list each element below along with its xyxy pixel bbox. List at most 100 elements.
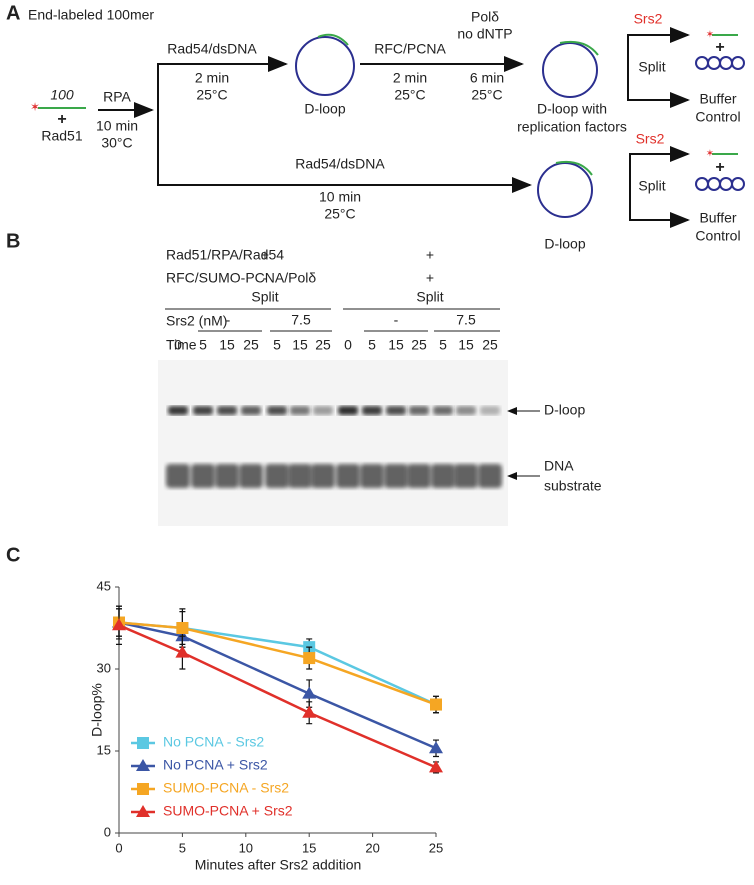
gel-band [362, 406, 382, 415]
gel-band [431, 464, 455, 488]
gel-band [168, 406, 188, 415]
y-tick-label: 15 [97, 742, 111, 757]
plasmid [542, 42, 598, 98]
legend-marker [137, 737, 149, 749]
gel-band [193, 406, 213, 415]
lane-time: 5 [273, 337, 281, 353]
gel-band [433, 406, 453, 415]
lane-time: 15 [458, 337, 474, 353]
x-tick-label: 5 [179, 840, 186, 855]
plus: + [715, 159, 724, 176]
time: 2 min [195, 70, 229, 86]
product: D-loop [304, 101, 345, 117]
step: RFC/PCNA [374, 41, 446, 57]
condition: + [261, 247, 269, 263]
rad51-filament [695, 56, 745, 70]
panel-label: B [6, 230, 20, 252]
lane-time: 25 [411, 337, 427, 353]
gel-band [336, 464, 360, 488]
legend-marker [137, 783, 149, 795]
product: D-loop [544, 236, 585, 252]
legend-label: SUMO-PCNA + Srs2 [163, 803, 293, 819]
temp: 25°C [196, 87, 227, 103]
legend-marker [136, 805, 150, 817]
marker [175, 645, 190, 658]
time: 10 min [319, 189, 361, 205]
label-star: ✶ [706, 30, 714, 41]
gel-band [409, 406, 429, 415]
condition: - [263, 270, 268, 286]
lane-time: 5 [368, 337, 376, 353]
marker [302, 705, 317, 718]
x-tick-label: 0 [115, 840, 122, 855]
rad51-filament [695, 177, 745, 191]
gel-band [191, 464, 215, 488]
panel-label: C [6, 544, 20, 566]
control: Buffer [699, 91, 736, 107]
product: replication factors [517, 119, 627, 135]
split: Split [638, 59, 665, 75]
lane-time: 5 [199, 337, 207, 353]
condition: - [226, 312, 231, 328]
step: Rad54/dsDNA [167, 41, 257, 57]
split: Split [638, 178, 665, 194]
lane-time: 15 [388, 337, 404, 353]
condition: + [426, 247, 434, 263]
series-line [118, 621, 437, 706]
product: D-loop with [537, 101, 607, 117]
gel-band [166, 464, 190, 488]
label-star: ✶ [706, 149, 714, 160]
length: 100 [50, 87, 74, 103]
treatment: Srs2 [634, 11, 663, 27]
legend-label: No PCNA + Srs2 [163, 757, 268, 773]
row-label: RFC/SUMO-PCNA/Polδ [166, 270, 316, 286]
condition: - [394, 312, 399, 328]
gel-band [313, 406, 333, 415]
gel-band [407, 464, 431, 488]
strand [555, 160, 593, 176]
strand [317, 33, 349, 46]
step: no dNTP [457, 26, 512, 42]
gel-band [338, 406, 358, 415]
gel-band [454, 464, 478, 488]
control: Control [695, 228, 740, 244]
plus: + [715, 39, 724, 56]
step: RPA [103, 89, 131, 105]
marker [176, 622, 189, 634]
y-axis-label: D-loop% [89, 683, 105, 737]
lane-time: 25 [315, 337, 331, 353]
gel [158, 360, 508, 526]
band-label: D-loop [544, 402, 585, 418]
gel-band [288, 464, 312, 488]
x-tick-label: 25 [429, 840, 443, 855]
gel-band [241, 406, 261, 415]
panel-a: A End-labeled 100mer ✶ 100 + Rad51 RPA 1… [6, 2, 745, 252]
legend-marker [136, 759, 150, 771]
plasmid [295, 36, 355, 96]
lane-time: 25 [243, 337, 259, 353]
gel-band [386, 406, 406, 415]
condition: 7.5 [456, 312, 476, 328]
plasmid [537, 162, 593, 218]
y-tick-label: 30 [97, 660, 111, 675]
gel-band [239, 464, 263, 488]
panel-label: A [6, 2, 20, 24]
row-label: Srs2 (nM) [166, 313, 227, 329]
x-axis-label: Minutes after Srs2 addition [195, 857, 362, 873]
band-label: substrate [544, 478, 602, 494]
split: Split [251, 289, 278, 305]
split: Split [416, 289, 443, 305]
treatment: Srs2 [636, 131, 665, 147]
step: Rad54/dsDNA [295, 156, 385, 172]
condition: + [426, 270, 434, 286]
plus: + [57, 111, 66, 128]
lane-time: 0 [174, 337, 182, 353]
condition: 7.5 [291, 312, 311, 328]
legend-label: No PCNA - Srs2 [163, 734, 264, 750]
marker [430, 698, 442, 711]
time: 6 min [470, 70, 504, 86]
temp: 30°C [101, 135, 132, 151]
legend-label: SUMO-PCNA - Srs2 [163, 780, 289, 796]
marker [112, 618, 126, 631]
